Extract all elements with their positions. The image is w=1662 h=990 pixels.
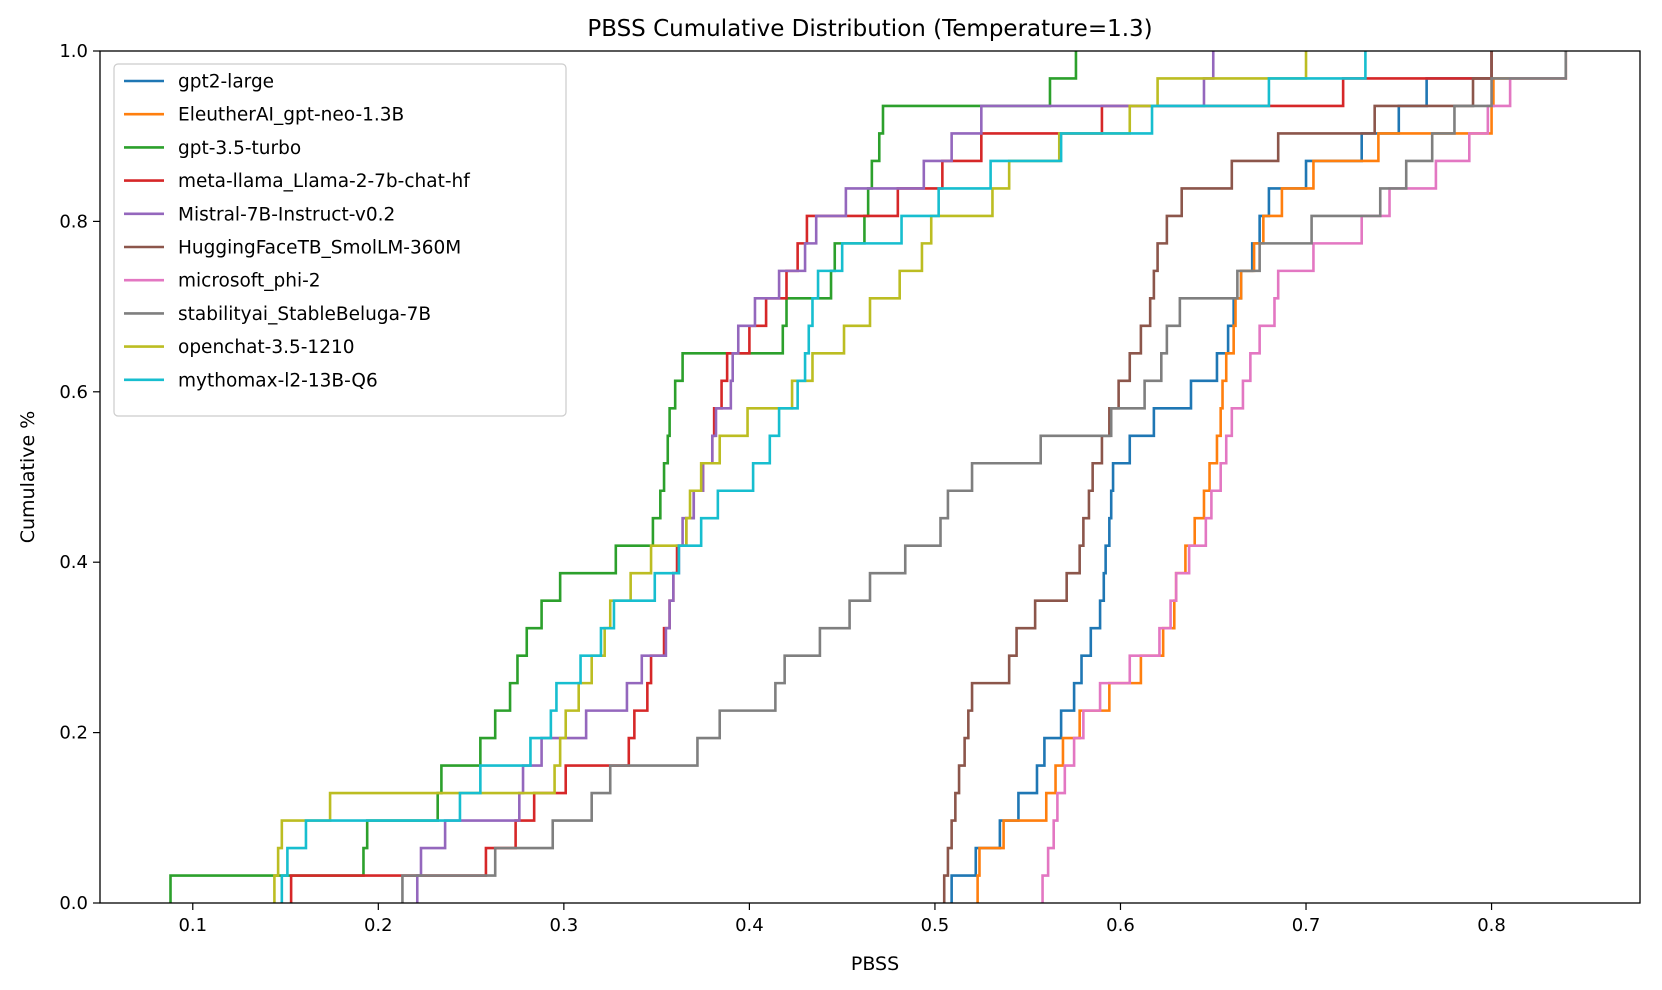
series-layer: [169, 51, 1568, 903]
cdf-line-7: [401, 51, 1568, 903]
legend-label: gpt-3.5-turbo: [178, 138, 301, 159]
cdf-line-9: [280, 51, 1367, 903]
legend-label: Mistral-7B-Instruct-v0.2: [178, 204, 395, 225]
legend-label: microsoft_phi-2: [178, 271, 321, 292]
x-tick-label: 0.6: [1106, 915, 1135, 936]
y-axis-label: Cumulative %: [17, 411, 39, 544]
axes-frame: [99, 50, 1641, 904]
chart-title: PBSS Cumulative Distribution (Temperatur…: [587, 16, 1152, 42]
legend-label: mythomax-l2-13B-Q6: [178, 370, 378, 391]
legend-label: HuggingFaceTB_SmolLM-360M: [178, 238, 461, 259]
y-tick-label: 0.0: [59, 893, 88, 914]
cdf-line-4: [415, 51, 1215, 903]
legend-label: meta-llama_Llama-2-7b-chat-hf: [178, 171, 470, 192]
legend-label: gpt2-large: [178, 72, 274, 93]
x-axis-label: PBSS: [851, 953, 899, 975]
y-tick-label: 0.8: [59, 211, 88, 232]
x-tick-label: 0.2: [364, 915, 393, 936]
ticks-layer: 0.1 0.2 0.3 0.4 0.5 0.6 0.7 0.8 0.0 0.2 0.4 0.6 0.8 1…: [59, 41, 1506, 936]
cdf-line-5: [942, 51, 1493, 903]
y-tick-label: 0.6: [59, 382, 88, 403]
legend-label: EleutherAI_gpt-neo-1.3B: [178, 105, 404, 126]
x-tick-label: 0.8: [1477, 915, 1506, 936]
x-tick-label: 0.1: [178, 915, 207, 936]
cdf-line-8: [273, 51, 1308, 903]
x-tick-label: 0.3: [550, 915, 579, 936]
cdf-line-6: [1041, 51, 1568, 903]
cdf-line-0: [950, 51, 1493, 903]
x-tick-label: 0.4: [735, 915, 764, 936]
legend-label: openchat-3.5-1210: [178, 337, 355, 358]
legend-box: [113, 63, 567, 417]
cdf-line-1: [976, 51, 1568, 903]
y-tick-label: 1.0: [59, 41, 88, 62]
y-tick-label: 0.4: [59, 552, 88, 573]
legend-label: stabilityai_StableBeluga-7B: [178, 304, 431, 325]
cdf-line-2: [169, 51, 1078, 903]
legend: gpt2-large EleutherAI_gpt-neo-1.3B gpt-3.5…: [113, 63, 567, 417]
y-tick-label: 0.2: [59, 723, 88, 744]
legend-items: gpt2-large EleutherAI_gpt-neo-1.3B gpt-3.5…: [124, 72, 470, 391]
x-tick-label: 0.5: [921, 915, 950, 936]
x-tick-label: 0.7: [1292, 915, 1321, 936]
